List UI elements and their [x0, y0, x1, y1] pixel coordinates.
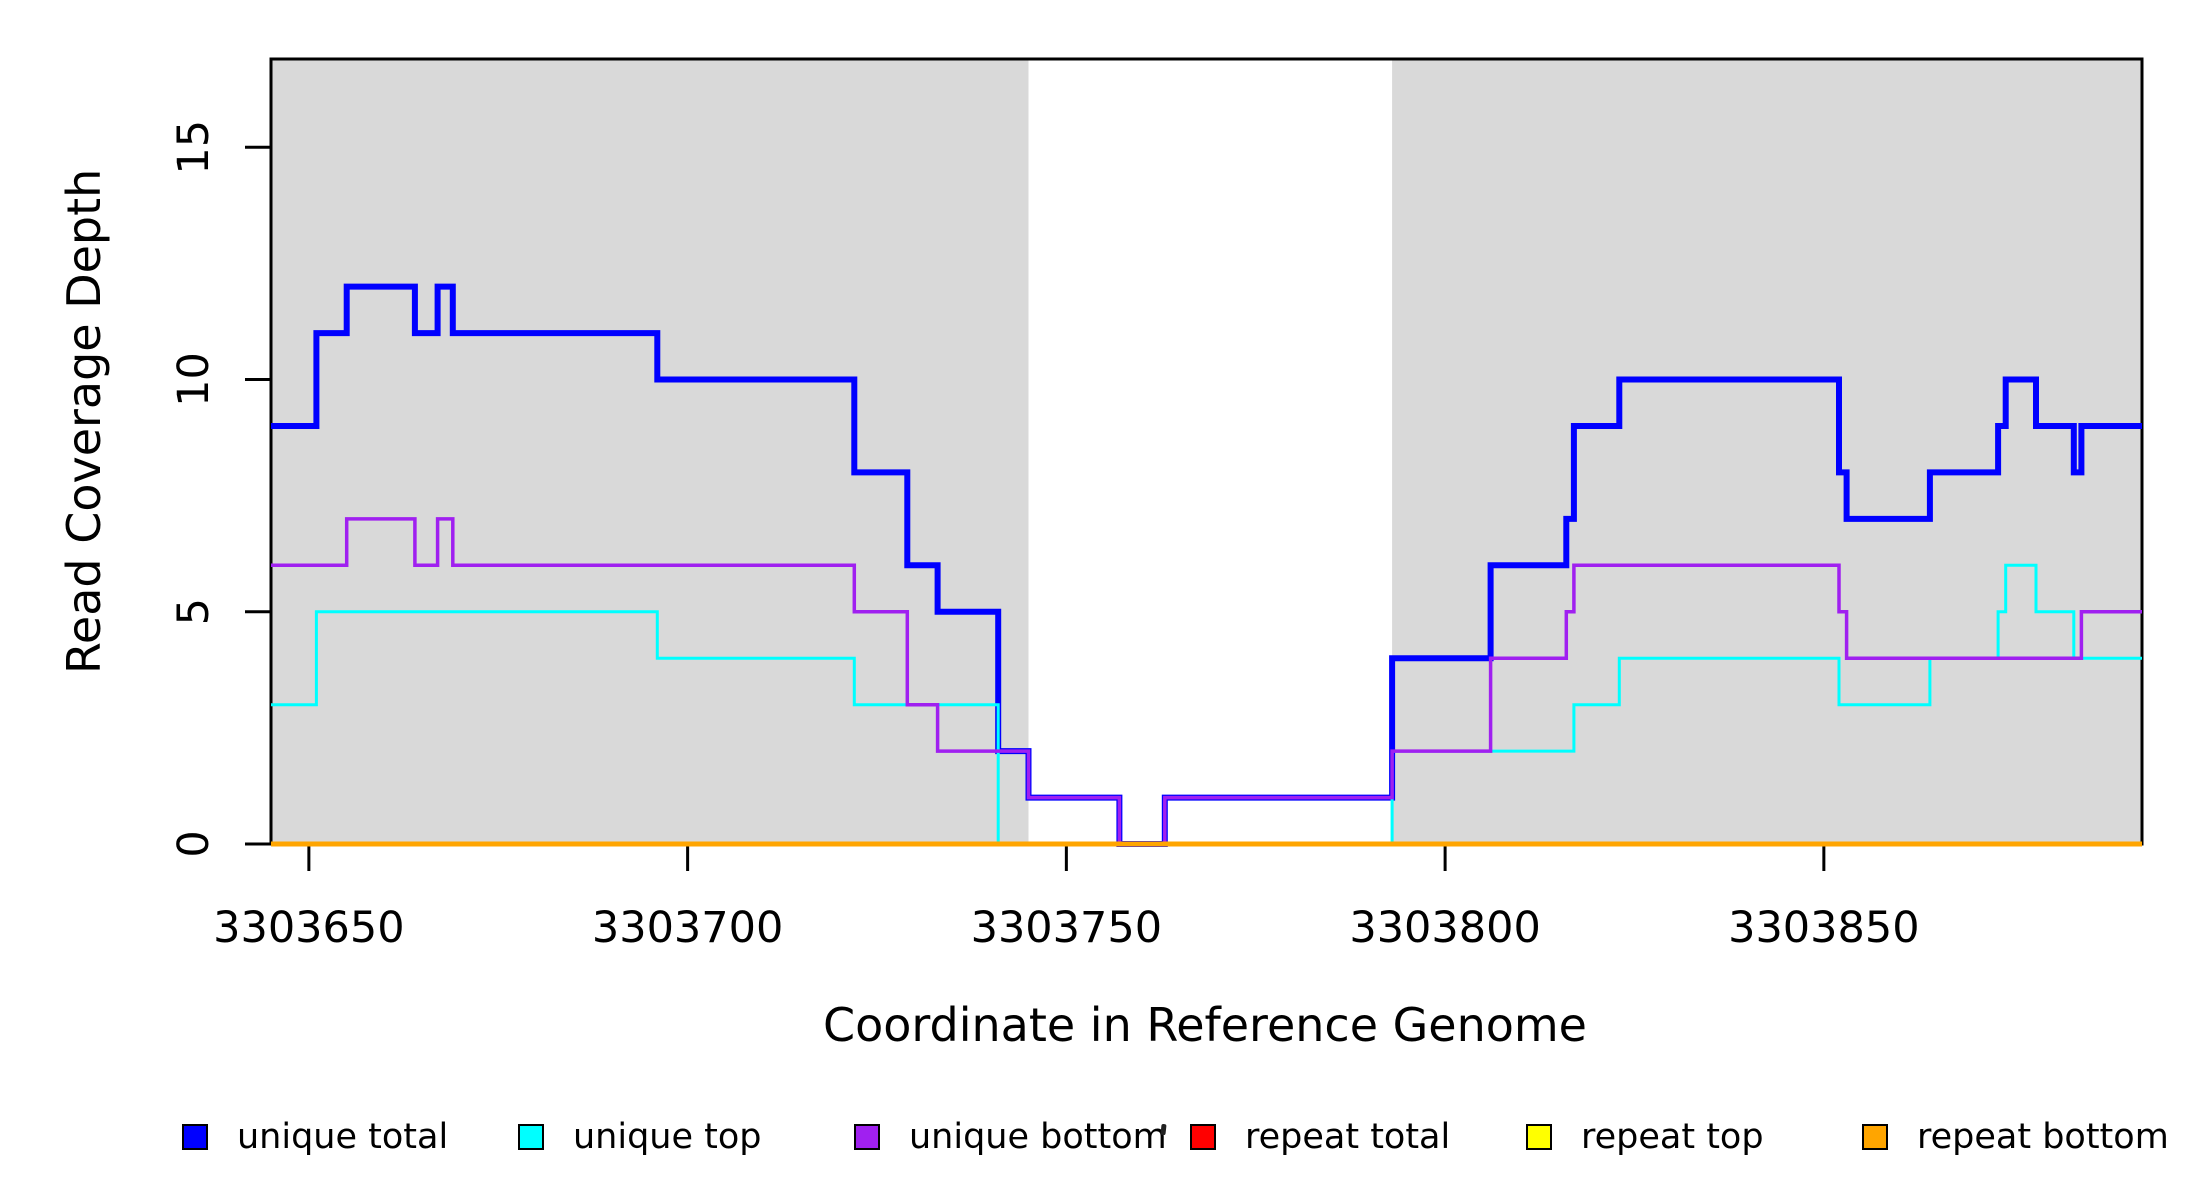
y-tick-label: 0 — [169, 830, 219, 857]
legend-label-unique-total: unique total — [237, 1117, 449, 1157]
legend-swatch-unique-top — [518, 1124, 544, 1150]
shaded-region — [1392, 59, 2142, 844]
legend-label-repeat-bottom: repeat bottom — [1917, 1117, 2169, 1157]
series-line-unique-top — [271, 563, 2142, 846]
x-tick-label: 3303650 — [213, 903, 405, 953]
legend-swatch-repeat-total — [1190, 1124, 1216, 1150]
x-axis-title: Coordinate in Reference Genome — [823, 998, 1587, 1052]
series-line-unique-bottom — [271, 517, 2142, 846]
legend-swatch-repeat-top — [1526, 1124, 1552, 1150]
legend-label-unique-top: unique top — [573, 1117, 762, 1157]
x-tick-label: 3303700 — [592, 903, 784, 953]
x-tick-label: 3303800 — [1349, 903, 1541, 953]
legend-swatch-repeat-bottom — [1862, 1124, 1888, 1150]
legend-label-repeat-top: repeat top — [1581, 1117, 1764, 1157]
legend-item-repeat-top: repeat top — [1526, 1117, 1764, 1157]
legend-item-repeat-bottom: repeat bottom — [1862, 1117, 2169, 1157]
legend-item-unique-bottom: unique bottom — [854, 1117, 1167, 1157]
legend-item-unique-top: unique top — [518, 1117, 762, 1157]
x-tick-label: 3303850 — [1728, 903, 1920, 953]
legend-label-unique-bottom: unique bottom — [909, 1117, 1167, 1157]
y-tick-label: 15 — [169, 120, 219, 175]
legend-swatch-unique-total — [182, 1124, 208, 1150]
x-tick-label: 3303750 — [971, 903, 1163, 953]
legend-swatch-unique-bottom — [854, 1124, 880, 1150]
y-tick-label: 5 — [169, 598, 219, 625]
shaded-region — [271, 59, 1029, 844]
y-tick-label: 10 — [169, 352, 219, 407]
legend-item-repeat-total: repeat total — [1190, 1117, 1451, 1157]
legend-label-repeat-total: repeat total — [1245, 1117, 1451, 1157]
y-axis-title: Read Coverage Depth — [57, 168, 111, 674]
legend-item-unique-total: unique total — [182, 1117, 449, 1157]
